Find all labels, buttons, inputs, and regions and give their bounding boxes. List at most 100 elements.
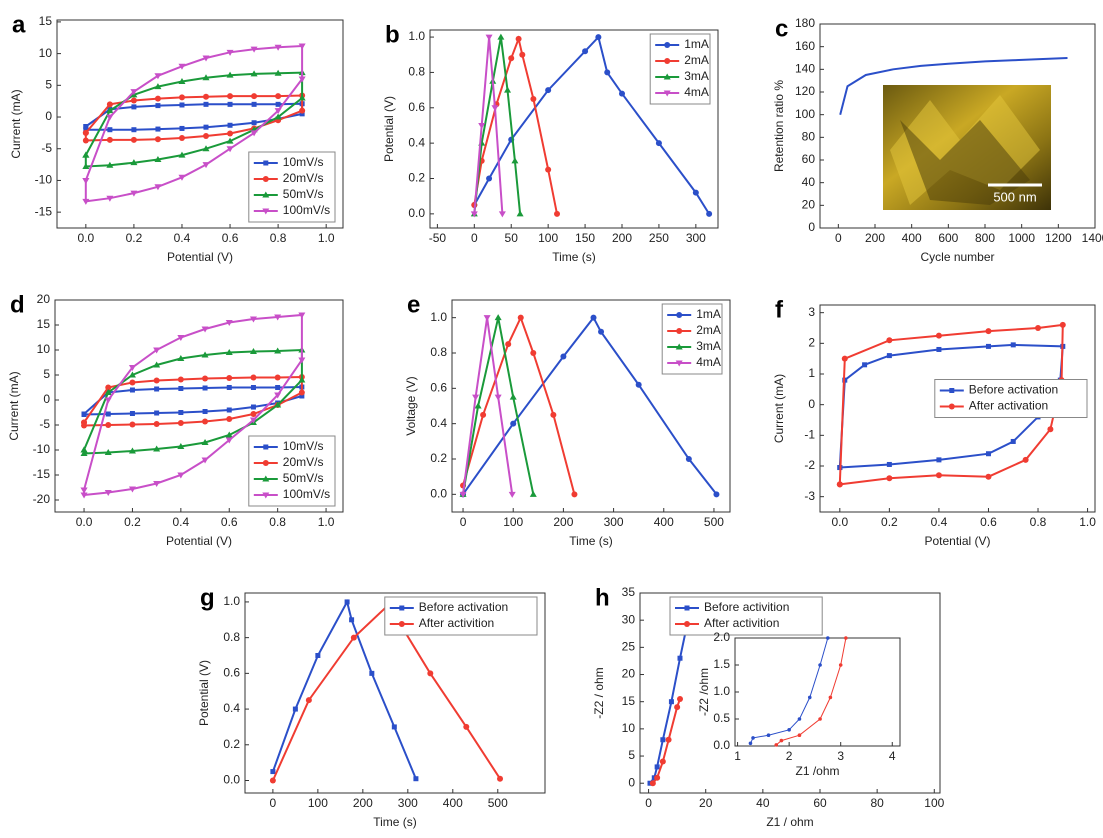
series-line <box>462 317 514 495</box>
y-axis-label: -Z2 /ohm <box>697 668 711 716</box>
marker <box>399 605 405 611</box>
y-tick-label: 0.0 <box>713 738 730 752</box>
x-tick-label: 200 <box>865 231 885 245</box>
marker <box>104 389 112 395</box>
y-tick-label: -15 <box>35 204 53 218</box>
legend: 1mA 2mA 3mA 4mA <box>649 33 711 105</box>
marker <box>154 410 160 416</box>
marker <box>649 780 656 787</box>
marker <box>398 621 405 627</box>
marker <box>250 411 257 417</box>
y-tick-label: 15 <box>37 317 51 331</box>
marker <box>1010 438 1016 444</box>
marker <box>654 764 660 770</box>
marker <box>227 93 234 100</box>
marker <box>226 146 234 153</box>
y-axis-label: Current (mA) <box>9 89 23 158</box>
marker <box>766 733 771 737</box>
marker <box>225 437 233 444</box>
marker <box>250 46 258 53</box>
y-tick-label: 5 <box>43 367 50 381</box>
panel-label: h <box>595 584 610 611</box>
marker <box>684 605 690 611</box>
marker <box>298 376 306 383</box>
marker <box>154 73 162 80</box>
marker <box>130 97 137 104</box>
marker <box>202 409 208 414</box>
y-tick-label: 0.5 <box>713 711 730 725</box>
x-tick-label: 800 <box>975 231 995 245</box>
x-axis-label: Time (s) <box>552 250 596 264</box>
marker <box>478 122 486 129</box>
marker <box>497 775 504 782</box>
marker <box>225 320 233 326</box>
y-tick-label: 0.6 <box>430 381 447 395</box>
marker <box>274 113 282 120</box>
marker <box>154 136 161 143</box>
marker <box>202 385 208 391</box>
legend-label: 1mA <box>684 37 709 51</box>
y-tick-label: 60 <box>802 152 816 166</box>
marker <box>178 410 184 415</box>
y-axis-label: -Z2 / ohm <box>592 667 606 718</box>
scale-bar-label: 500 nm <box>993 189 1036 204</box>
x-tick-label: 150 <box>575 231 595 245</box>
marker <box>251 101 257 107</box>
marker <box>178 151 186 158</box>
marker <box>298 76 306 83</box>
y-axis-label: Potential (V) <box>197 660 211 726</box>
marker <box>82 198 90 205</box>
marker <box>480 411 487 418</box>
y-tick-label: 5 <box>628 748 635 762</box>
marker <box>81 419 88 426</box>
marker <box>664 42 671 48</box>
marker <box>81 411 87 417</box>
marker <box>275 93 282 100</box>
marker <box>305 697 312 704</box>
marker <box>692 189 699 196</box>
marker <box>178 63 186 70</box>
x-tick-label: 80 <box>870 796 884 810</box>
marker <box>685 456 692 462</box>
legend-label: Before activition <box>704 600 789 614</box>
marker <box>225 349 233 355</box>
marker <box>178 94 185 101</box>
series-line <box>750 637 829 744</box>
marker <box>251 93 258 100</box>
marker <box>250 385 256 390</box>
marker <box>676 328 683 334</box>
marker <box>82 162 90 169</box>
legend-label: Before activation <box>419 600 508 614</box>
y-tick-label: 0.0 <box>430 487 447 501</box>
marker <box>274 44 282 51</box>
y-axis-label: Voltage (V) <box>404 376 418 435</box>
marker <box>203 124 209 130</box>
y-tick-label: 100 <box>795 107 815 121</box>
inset-background <box>735 638 900 746</box>
y-tick-label: -1 <box>804 428 815 442</box>
x-tick-label: 0.4 <box>173 515 190 529</box>
marker <box>130 159 138 166</box>
marker <box>483 315 491 322</box>
marker <box>1035 325 1042 331</box>
legend: Before activation After activition <box>384 596 538 636</box>
marker <box>498 211 506 218</box>
x-axis-label: Time (s) <box>569 534 613 548</box>
plot-frame <box>56 19 344 229</box>
marker <box>274 401 282 408</box>
marker <box>226 416 233 422</box>
x-tick-label: 200 <box>553 515 573 529</box>
marker <box>497 33 505 40</box>
marker <box>128 371 136 378</box>
x-tick-label: 400 <box>654 515 674 529</box>
marker <box>665 736 672 743</box>
y-tick-label: -2 <box>804 458 815 472</box>
y-tick-label: 160 <box>795 39 815 53</box>
marker <box>509 393 517 400</box>
marker <box>844 636 848 640</box>
marker <box>177 335 185 341</box>
y-axis-label: Retention ratio % <box>772 80 786 172</box>
legend-label: 10mV/s <box>283 155 324 169</box>
marker <box>491 105 499 112</box>
